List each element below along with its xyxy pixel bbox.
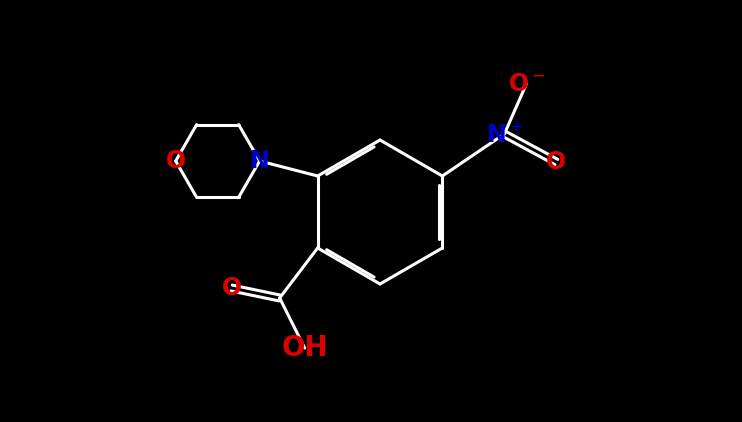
Text: O$^-$: O$^-$ [508,72,545,96]
Text: OH: OH [281,334,328,362]
Text: N: N [250,149,269,173]
Text: O: O [546,150,566,174]
Text: N$^+$: N$^+$ [486,122,523,146]
Text: O: O [222,276,242,300]
Text: O: O [165,149,186,173]
